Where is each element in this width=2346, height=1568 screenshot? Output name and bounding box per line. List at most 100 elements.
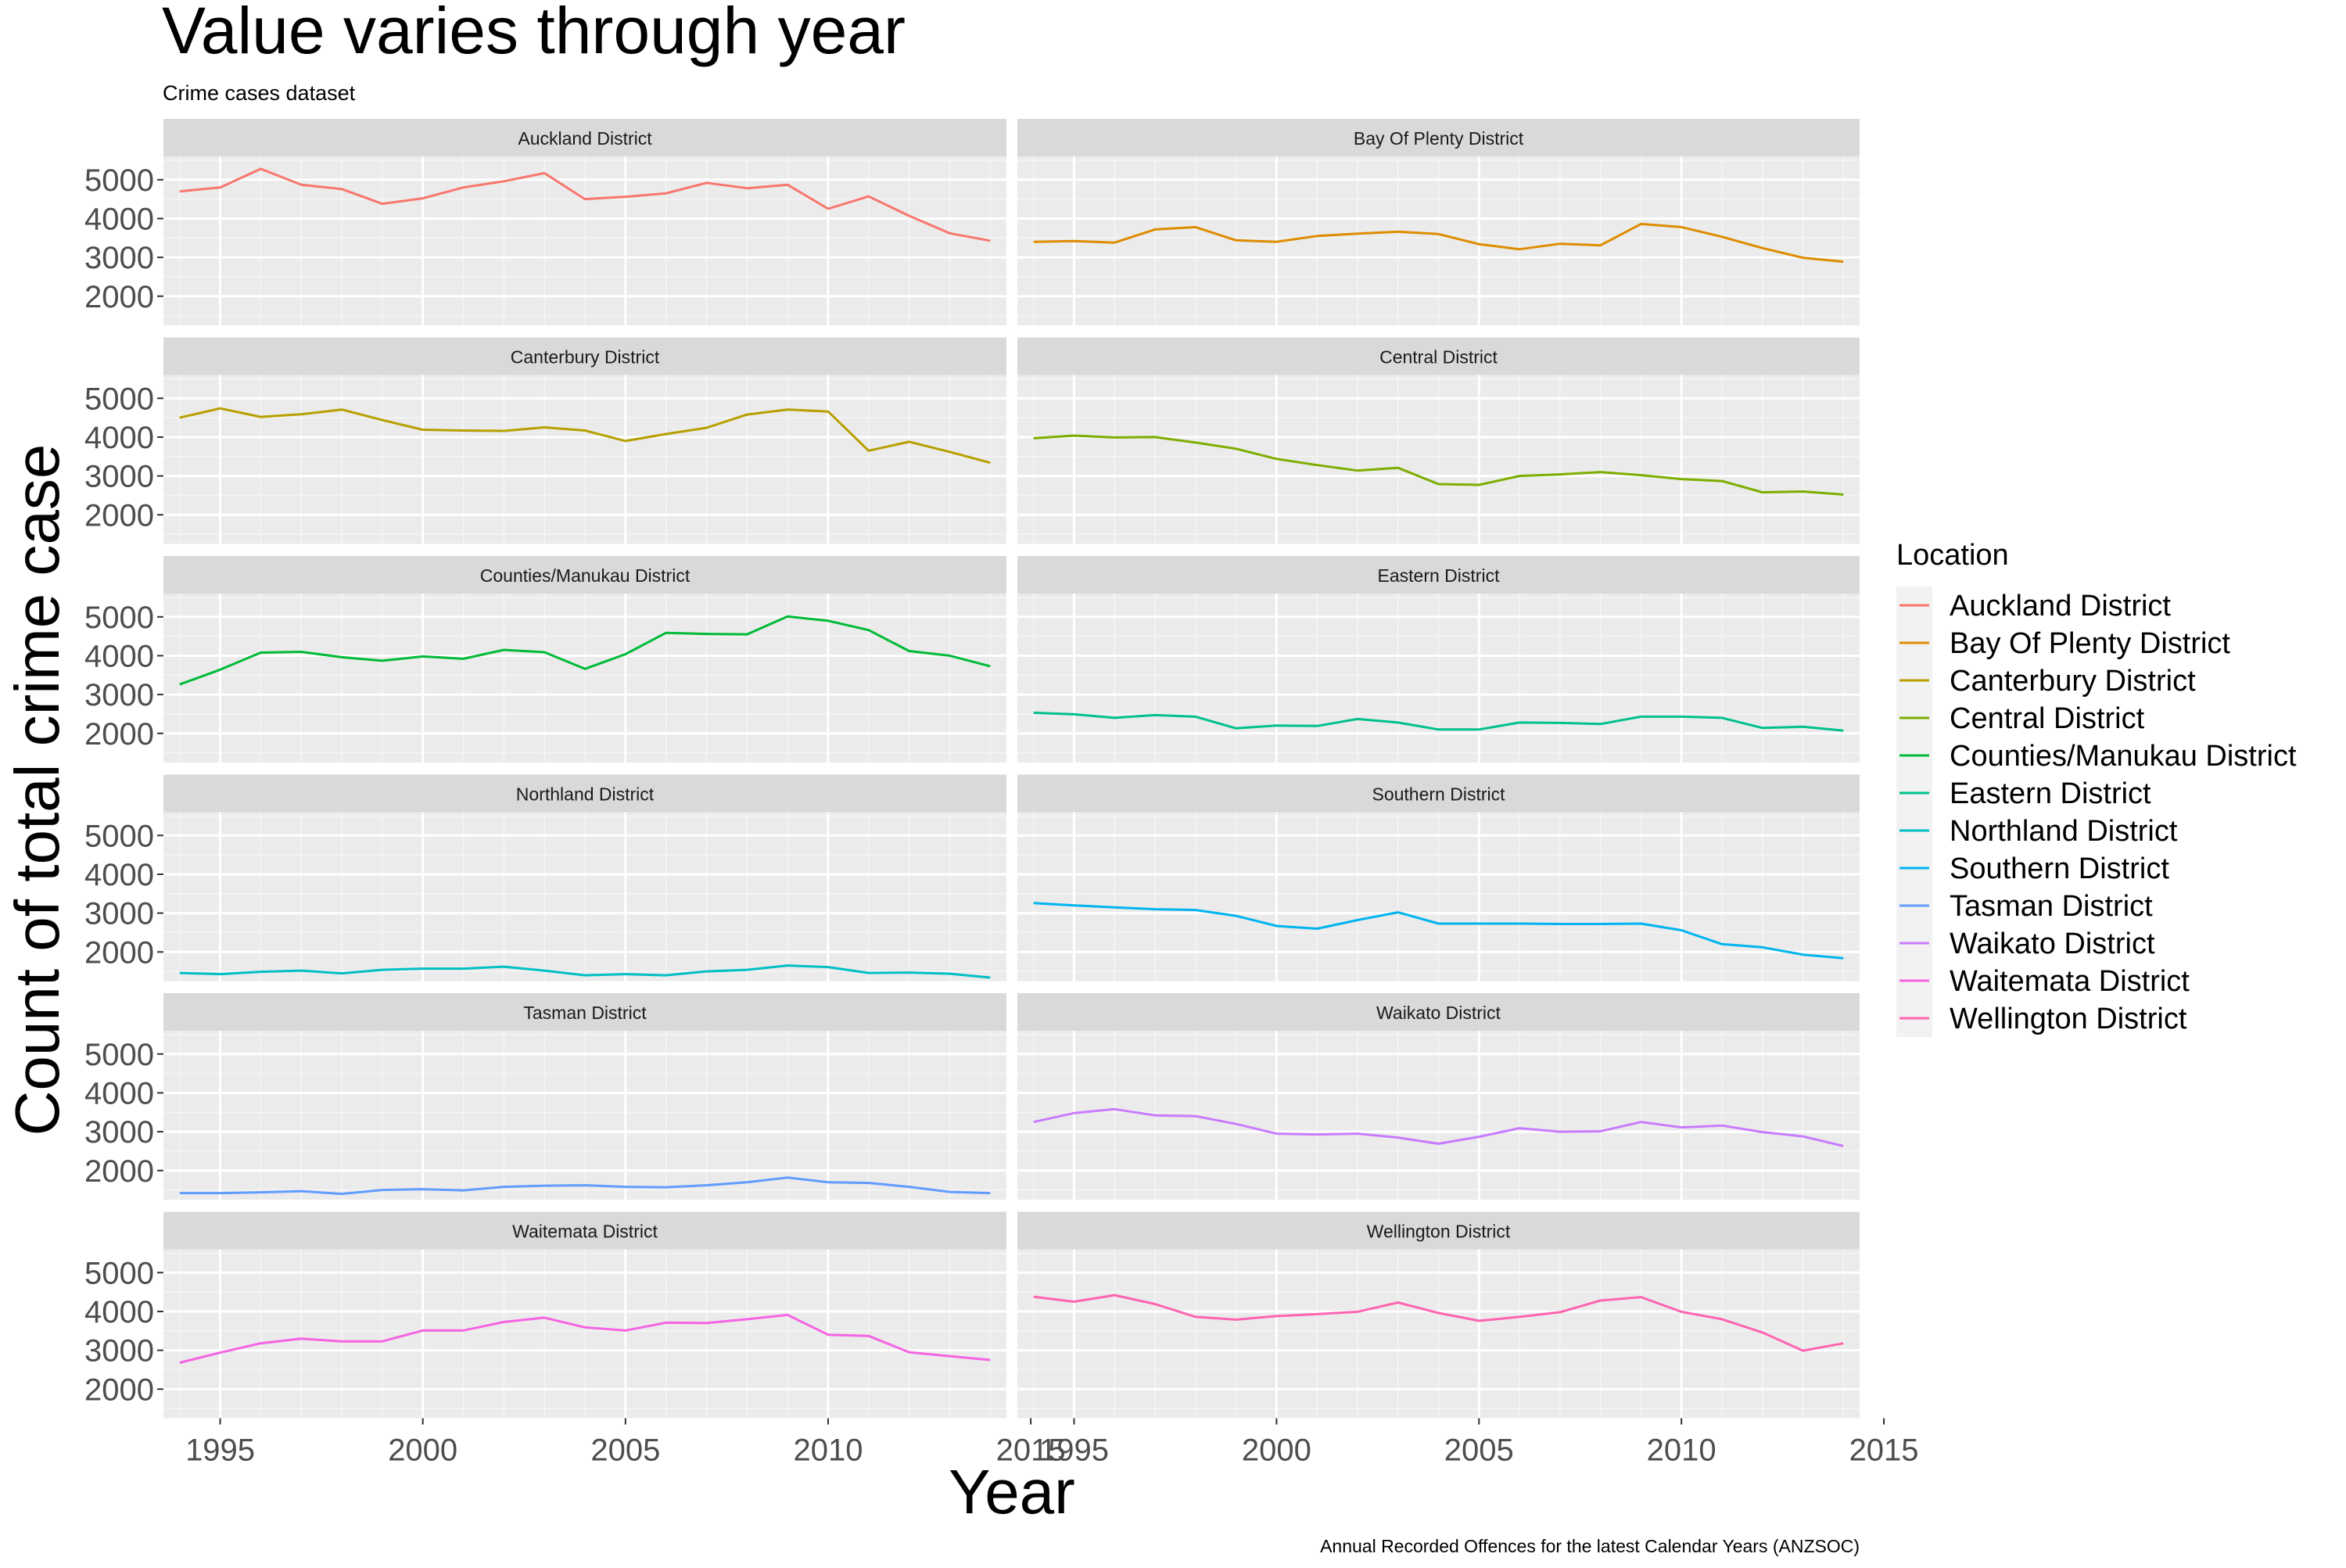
y-tick-label: 4000: [84, 1076, 154, 1111]
legend-label: Wellington District: [1950, 1003, 2187, 1035]
y-tick-label: 2000: [84, 498, 154, 533]
y-tick-label: 4000: [84, 639, 154, 673]
legend-label: Eastern District: [1950, 777, 2151, 810]
y-tick-label: 2000: [84, 935, 154, 970]
legend-label: Southern District: [1950, 852, 2169, 885]
y-tick-label: 5000: [84, 163, 154, 198]
y-tick-label: 5000: [84, 601, 154, 635]
facet-strip-label: Central District: [1379, 347, 1498, 368]
series-line-central-district: [1033, 434, 1844, 496]
facet-strip: [163, 556, 1006, 594]
y-tick-label: 3000: [84, 1334, 154, 1369]
x-axis-title: Year: [949, 1457, 1075, 1527]
facet-strip-label: Waikato District: [1376, 1003, 1501, 1023]
facet-strip-label: Eastern District: [1378, 565, 1501, 586]
legend-item-southern-district: Southern District: [1896, 849, 2169, 887]
series-line-auckland-district: [179, 167, 991, 242]
x-tick-label: 2000: [388, 1433, 457, 1468]
x-tick-label: 2015: [996, 1433, 1066, 1468]
facet-strip: [1017, 337, 1860, 375]
y-tick-label: 2000: [84, 1154, 154, 1189]
facet-strip-label: Southern District: [1372, 784, 1505, 805]
legend-item-wellington-district: Wellington District: [1896, 999, 2187, 1037]
y-tick-label: 3000: [84, 241, 154, 275]
x-tick-label: 2000: [1242, 1433, 1311, 1468]
legend-item-tasman-district: Tasman District: [1896, 887, 2153, 924]
legend-title: Location: [1896, 539, 2009, 572]
facet-strip-label: Wellington District: [1367, 1222, 1511, 1242]
legend-item-northland-district: Northland District: [1896, 812, 2178, 849]
series-line-waikato-district: [1033, 1107, 1844, 1147]
facet-strip: [1017, 774, 1860, 813]
legend-label: Central District: [1950, 702, 2145, 735]
y-tick-label: 4000: [84, 1295, 154, 1329]
y-tick-label: 2000: [84, 717, 154, 752]
legend: Location Auckland District Bay Of Plenty D…: [1896, 539, 2297, 1037]
legend-label: Tasman District: [1950, 890, 2153, 923]
facet-strip: [163, 1211, 1006, 1250]
y-tick-label: 4000: [84, 858, 154, 892]
legend-label: Counties/Manukau District: [1950, 740, 2297, 773]
legend-item-canterbury-district: Canterbury District: [1896, 662, 2196, 699]
x-tick-label: 2005: [590, 1433, 660, 1468]
facet-strip: [163, 337, 1006, 375]
chart-caption: Annual Recorded Offences for the latest …: [1320, 1536, 1860, 1556]
series-line-eastern-district: [1033, 711, 1844, 732]
y-tick-label: 3000: [84, 460, 154, 494]
facet-central-district: Central District: [1017, 337, 1860, 544]
chart-subtitle: Crime cases dataset: [163, 81, 356, 105]
y-tick-label: 5000: [84, 819, 154, 853]
x-tick-label: 2015: [1849, 1433, 1919, 1468]
legend-label: Waitemata District: [1950, 965, 2190, 998]
series-line-waitemata-district: [179, 1313, 991, 1364]
facet-strip: [1017, 119, 1860, 156]
y-tick-label: 3000: [84, 1115, 154, 1150]
legend-label: Canterbury District: [1950, 665, 2196, 698]
legend-item-eastern-district: Eastern District: [1896, 774, 2151, 812]
legend-item-central-district: Central District: [1896, 699, 2145, 737]
facet-tasman-district: Tasman District 2000 3000 4000 5000: [84, 993, 1006, 1200]
legend-label: Northland District: [1950, 815, 2178, 848]
facet-strip: [163, 993, 1006, 1031]
series-line-counties-manukau-district: [179, 615, 991, 686]
y-tick-label: 5000: [84, 382, 154, 416]
legend-item-waikato-district: Waikato District: [1896, 924, 2155, 962]
facet-wellington-district: Wellington District 1995 2000 2005 2010 2015: [1017, 1211, 1919, 1468]
series-line-tasman-district: [179, 1176, 991, 1196]
facet-strip-label: Northland District: [516, 784, 655, 805]
y-tick-label: 2000: [84, 280, 154, 314]
legend-item-bay-of-plenty-district: Bay Of Plenty District: [1896, 624, 2230, 662]
series-line-wellington-district: [1033, 1294, 1844, 1352]
facet-strip: [163, 774, 1006, 813]
legend-item-counties-manukau-district: Counties/Manukau District: [1896, 737, 2297, 774]
series-line-northland-district: [179, 964, 991, 979]
facet-northland-district: Northland District 2000 3000 4000 5000: [84, 774, 1006, 981]
facet-strip: [163, 119, 1006, 156]
x-tick-label: 2010: [1647, 1433, 1716, 1468]
y-tick-label: 5000: [84, 1256, 154, 1290]
facet-eastern-district: Eastern District: [1017, 556, 1860, 762]
facet-auckland-district: Auckland District 2000 3000 4000 5000: [84, 119, 1006, 325]
facet-strip: [1017, 993, 1860, 1031]
legend-item-auckland-district: Auckland District: [1896, 587, 2171, 624]
y-tick-label: 5000: [84, 1038, 154, 1072]
y-tick-label: 2000: [84, 1372, 154, 1407]
facet-southern-district: Southern District: [1017, 774, 1860, 981]
facet-strip-label: Bay Of Plenty District: [1354, 128, 1524, 149]
facet-counties-manukau-district: Counties/Manukau District 2000 3000 4000 500…: [84, 556, 1006, 762]
facet-strip-label: Waitemata District: [512, 1222, 658, 1242]
legend-label: Auckland District: [1950, 590, 2171, 623]
facet-bay-of-plenty-district: Bay Of Plenty District: [1017, 119, 1860, 325]
facet-strip: [1017, 556, 1860, 594]
x-tick-label: 2010: [793, 1433, 863, 1468]
facet-strip: [1017, 1211, 1860, 1250]
series-line-bay-of-plenty-district: [1033, 222, 1844, 264]
series-line-canterbury-district: [179, 407, 991, 465]
y-tick-label: 3000: [84, 897, 154, 931]
y-tick-label: 4000: [84, 421, 154, 455]
legend-label: Bay Of Plenty District: [1950, 627, 2230, 660]
y-axis-title: Count of total crime case: [2, 444, 72, 1136]
series-line-southern-district: [1033, 902, 1844, 960]
